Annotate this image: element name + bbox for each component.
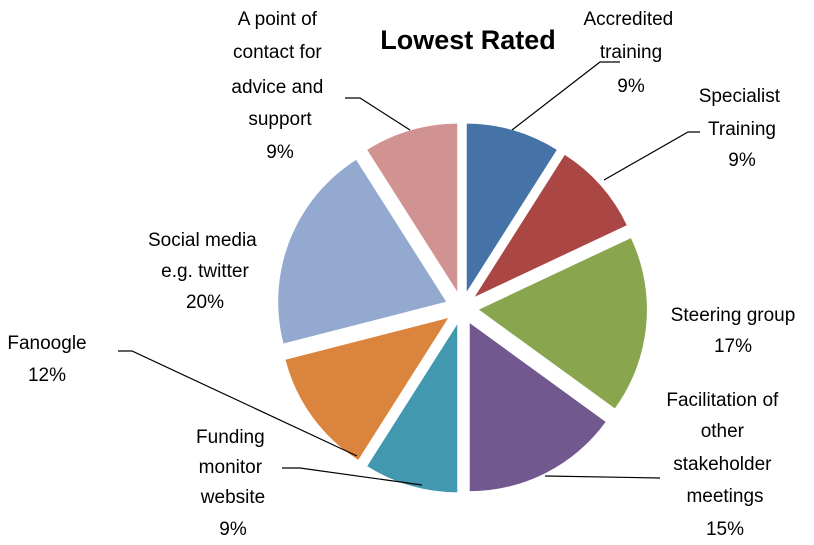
leader-line	[544, 475, 661, 479]
pie-slice	[474, 154, 627, 297]
leader-line	[511, 61, 620, 131]
slice-label: Accredited training	[583, 9, 678, 63]
value-label: 9%	[219, 519, 247, 540]
category-label: A point of contact for advice and suppor…	[231, 9, 328, 130]
category-label: Steering group	[671, 305, 796, 326]
slice-label: Specialist Training	[699, 86, 786, 140]
slice-label: A point of contact for advice and suppor…	[231, 9, 328, 130]
slice-label: Funding monitor website	[196, 427, 270, 508]
category-label: Fanoogle	[7, 333, 86, 354]
leader-line	[345, 97, 411, 131]
category-label: Accredited training	[583, 9, 678, 63]
category-label: Specialist Training	[699, 86, 786, 140]
category-label: Funding monitor website	[196, 427, 270, 508]
pie-slice	[367, 123, 458, 292]
value-label: 9%	[728, 150, 756, 171]
value-label: 17%	[714, 336, 752, 357]
leader-line	[603, 131, 700, 181]
leader-line	[282, 467, 423, 486]
slice-label: Fanoogle	[7, 333, 86, 354]
chart-title: Lowest Rated	[380, 25, 556, 55]
slice-label: Social media e.g. twitter	[148, 230, 262, 282]
value-label: 9%	[617, 76, 645, 97]
slice-label: Facilitation of other stakeholder meetin…	[666, 390, 783, 507]
category-label: Facilitation of other stakeholder meetin…	[666, 390, 783, 507]
pie-slice	[469, 323, 606, 492]
value-label: 15%	[706, 519, 744, 540]
pie-slice	[367, 324, 458, 493]
value-label: 9%	[266, 142, 294, 163]
pie-slice	[466, 123, 557, 292]
category-label: Social media e.g. twitter	[148, 230, 262, 282]
pie-slice	[285, 317, 449, 460]
pie-slice	[478, 238, 647, 409]
pie-slice	[278, 159, 447, 344]
value-label: 12%	[28, 365, 66, 386]
value-label: 20%	[186, 292, 224, 313]
slice-label: Steering group	[671, 305, 796, 326]
leader-line	[118, 350, 358, 457]
